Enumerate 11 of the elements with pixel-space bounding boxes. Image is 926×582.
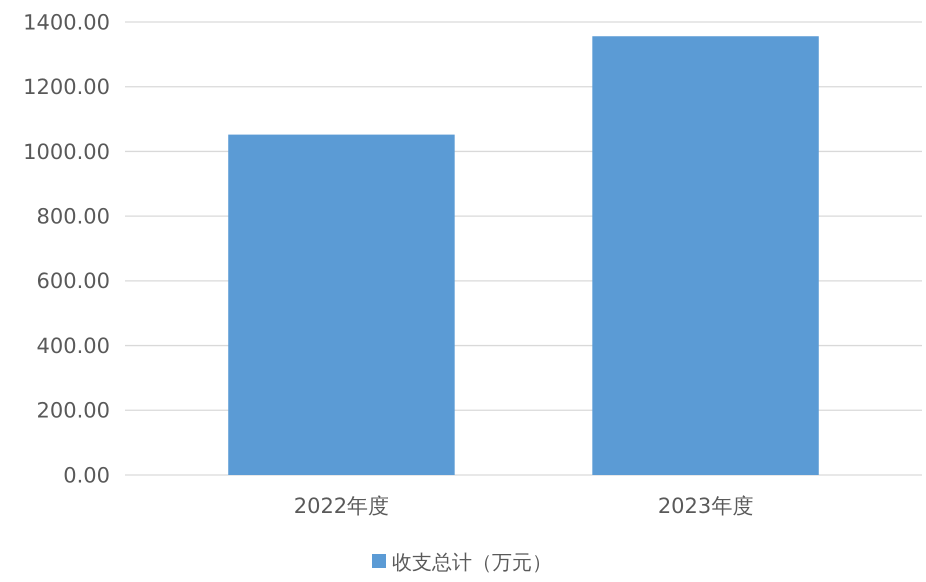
y-tick-label: 1000.00 bbox=[23, 140, 110, 164]
y-tick-label: 200.00 bbox=[36, 398, 110, 423]
y-tick-label: 0.00 bbox=[63, 463, 110, 488]
y-tick-label: 800.00 bbox=[36, 204, 110, 228]
y-tick-label: 1400.00 bbox=[23, 10, 110, 34]
y-tick-label: 1200.00 bbox=[23, 75, 110, 100]
y-tick-label: 400.00 bbox=[36, 334, 110, 358]
legend-label: 收支总计（万元） bbox=[392, 550, 552, 574]
y-tick-label: 600.00 bbox=[36, 269, 110, 294]
x-tick-label: 2023年度 bbox=[658, 494, 754, 518]
x-tick-label: 2022年度 bbox=[294, 494, 390, 518]
